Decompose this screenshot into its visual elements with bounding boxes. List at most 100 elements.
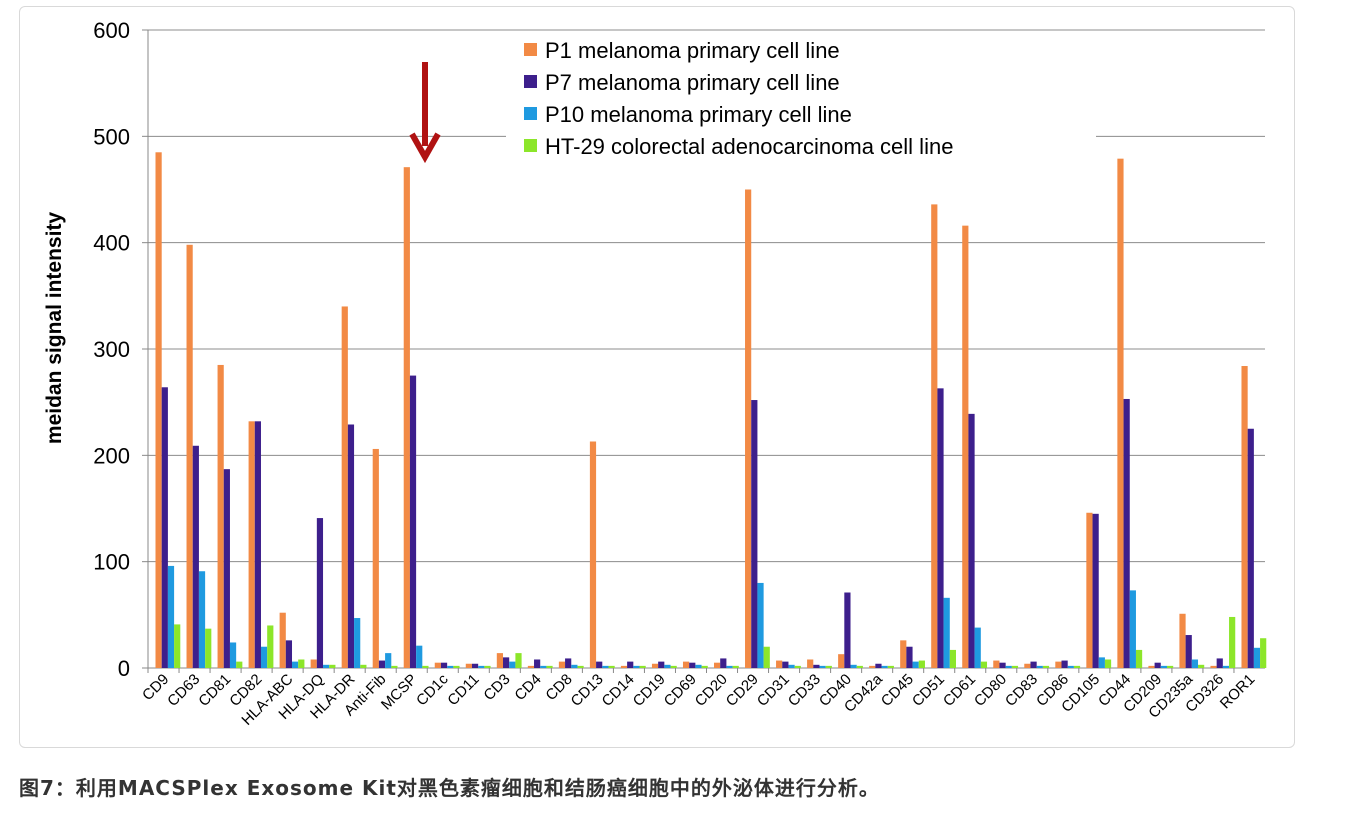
x-tick-label: CD33	[785, 671, 824, 710]
legend-label: P7 melanoma primary cell line	[545, 70, 840, 95]
bar	[627, 661, 634, 668]
bar	[596, 661, 603, 668]
bar	[409, 375, 417, 668]
bar	[974, 627, 981, 668]
bar	[496, 653, 504, 668]
bar	[1198, 664, 1205, 668]
bar	[980, 661, 988, 668]
bar	[378, 660, 386, 668]
bar	[1024, 663, 1031, 668]
y-tick-label: 300	[93, 337, 130, 362]
bar	[701, 665, 708, 668]
bar	[1179, 613, 1186, 668]
bar	[732, 665, 739, 668]
x-tick-label: CD11	[444, 671, 482, 709]
bar	[1210, 665, 1217, 668]
bar	[602, 665, 609, 668]
x-tick-label: CD14	[599, 671, 638, 710]
bar	[968, 413, 975, 668]
bar	[285, 640, 293, 668]
bar	[453, 665, 460, 668]
bar	[1030, 661, 1037, 668]
bar	[1154, 662, 1161, 668]
bar	[670, 665, 677, 668]
bar	[1055, 661, 1062, 668]
x-tick-label: CD20	[692, 671, 731, 710]
bar	[471, 663, 479, 668]
bar	[198, 571, 206, 668]
x-tick-label: CD51	[909, 671, 948, 710]
x-tick-label: CD81	[195, 671, 234, 710]
y-tick-label: 400	[93, 231, 130, 256]
bar	[503, 657, 510, 668]
legend-background	[506, 32, 1096, 160]
bar	[310, 659, 317, 668]
bar	[912, 661, 919, 668]
bar	[763, 646, 770, 668]
bar	[484, 665, 491, 668]
bar	[993, 660, 1000, 668]
bar	[186, 244, 193, 668]
bar	[1098, 657, 1105, 668]
bar	[1005, 665, 1012, 668]
bar	[1117, 158, 1124, 668]
bar	[217, 364, 224, 668]
bar	[254, 421, 261, 668]
bar	[385, 653, 392, 668]
bar	[745, 189, 752, 668]
y-axis-label: meidan signal intensity	[43, 212, 66, 445]
arrow-head	[409, 132, 441, 164]
bar	[658, 661, 665, 668]
bar	[918, 660, 925, 668]
bar	[620, 665, 628, 668]
bar	[776, 660, 783, 668]
bar	[999, 662, 1006, 668]
bar	[881, 665, 888, 668]
x-tick-label: CD45	[878, 671, 917, 710]
bar	[825, 665, 832, 668]
bar	[1260, 638, 1267, 668]
bar	[906, 646, 913, 668]
bar	[937, 388, 944, 668]
bar	[1148, 665, 1155, 668]
bar	[1036, 665, 1043, 668]
bar	[1216, 658, 1223, 668]
bar	[161, 387, 168, 668]
legend-label: HT-29 colorectal adenocarcinoma cell lin…	[545, 134, 953, 159]
bar	[813, 664, 820, 668]
bar	[788, 664, 795, 668]
bar	[229, 642, 237, 668]
legend-label: P10 melanoma primary cell line	[545, 102, 852, 127]
x-tick-label: CD3	[480, 671, 513, 704]
y-axis-ticks: 0 100 200 300 400 500 600	[93, 18, 148, 681]
bar	[589, 441, 597, 668]
bar	[465, 663, 472, 668]
bar	[515, 653, 522, 668]
bar	[664, 664, 671, 668]
bar	[1061, 660, 1068, 668]
bar	[1191, 659, 1199, 668]
bar	[1253, 647, 1261, 668]
bar	[1067, 665, 1074, 668]
bar	[391, 665, 398, 668]
x-tick-label: CD83	[1002, 671, 1041, 710]
bar	[931, 204, 938, 669]
bar	[869, 665, 876, 668]
bar	[1241, 366, 1248, 668]
bar	[534, 659, 541, 668]
x-tick-label: CD69	[661, 671, 700, 710]
y-tick-label: 0	[118, 656, 130, 681]
bar	[248, 421, 255, 668]
bar	[949, 649, 956, 668]
bar	[577, 665, 584, 668]
legend: P1 melanoma primary cell line P7 melanoma…	[506, 32, 1096, 160]
bar	[943, 597, 950, 668]
bar	[850, 664, 857, 668]
bar	[223, 469, 230, 668]
legend-swatch	[524, 75, 537, 88]
y-tick-label: 200	[93, 443, 130, 468]
bar	[639, 665, 646, 668]
bars	[155, 152, 1267, 669]
legend-label: P1 melanoma primary cell line	[545, 38, 840, 63]
bar	[354, 618, 361, 668]
